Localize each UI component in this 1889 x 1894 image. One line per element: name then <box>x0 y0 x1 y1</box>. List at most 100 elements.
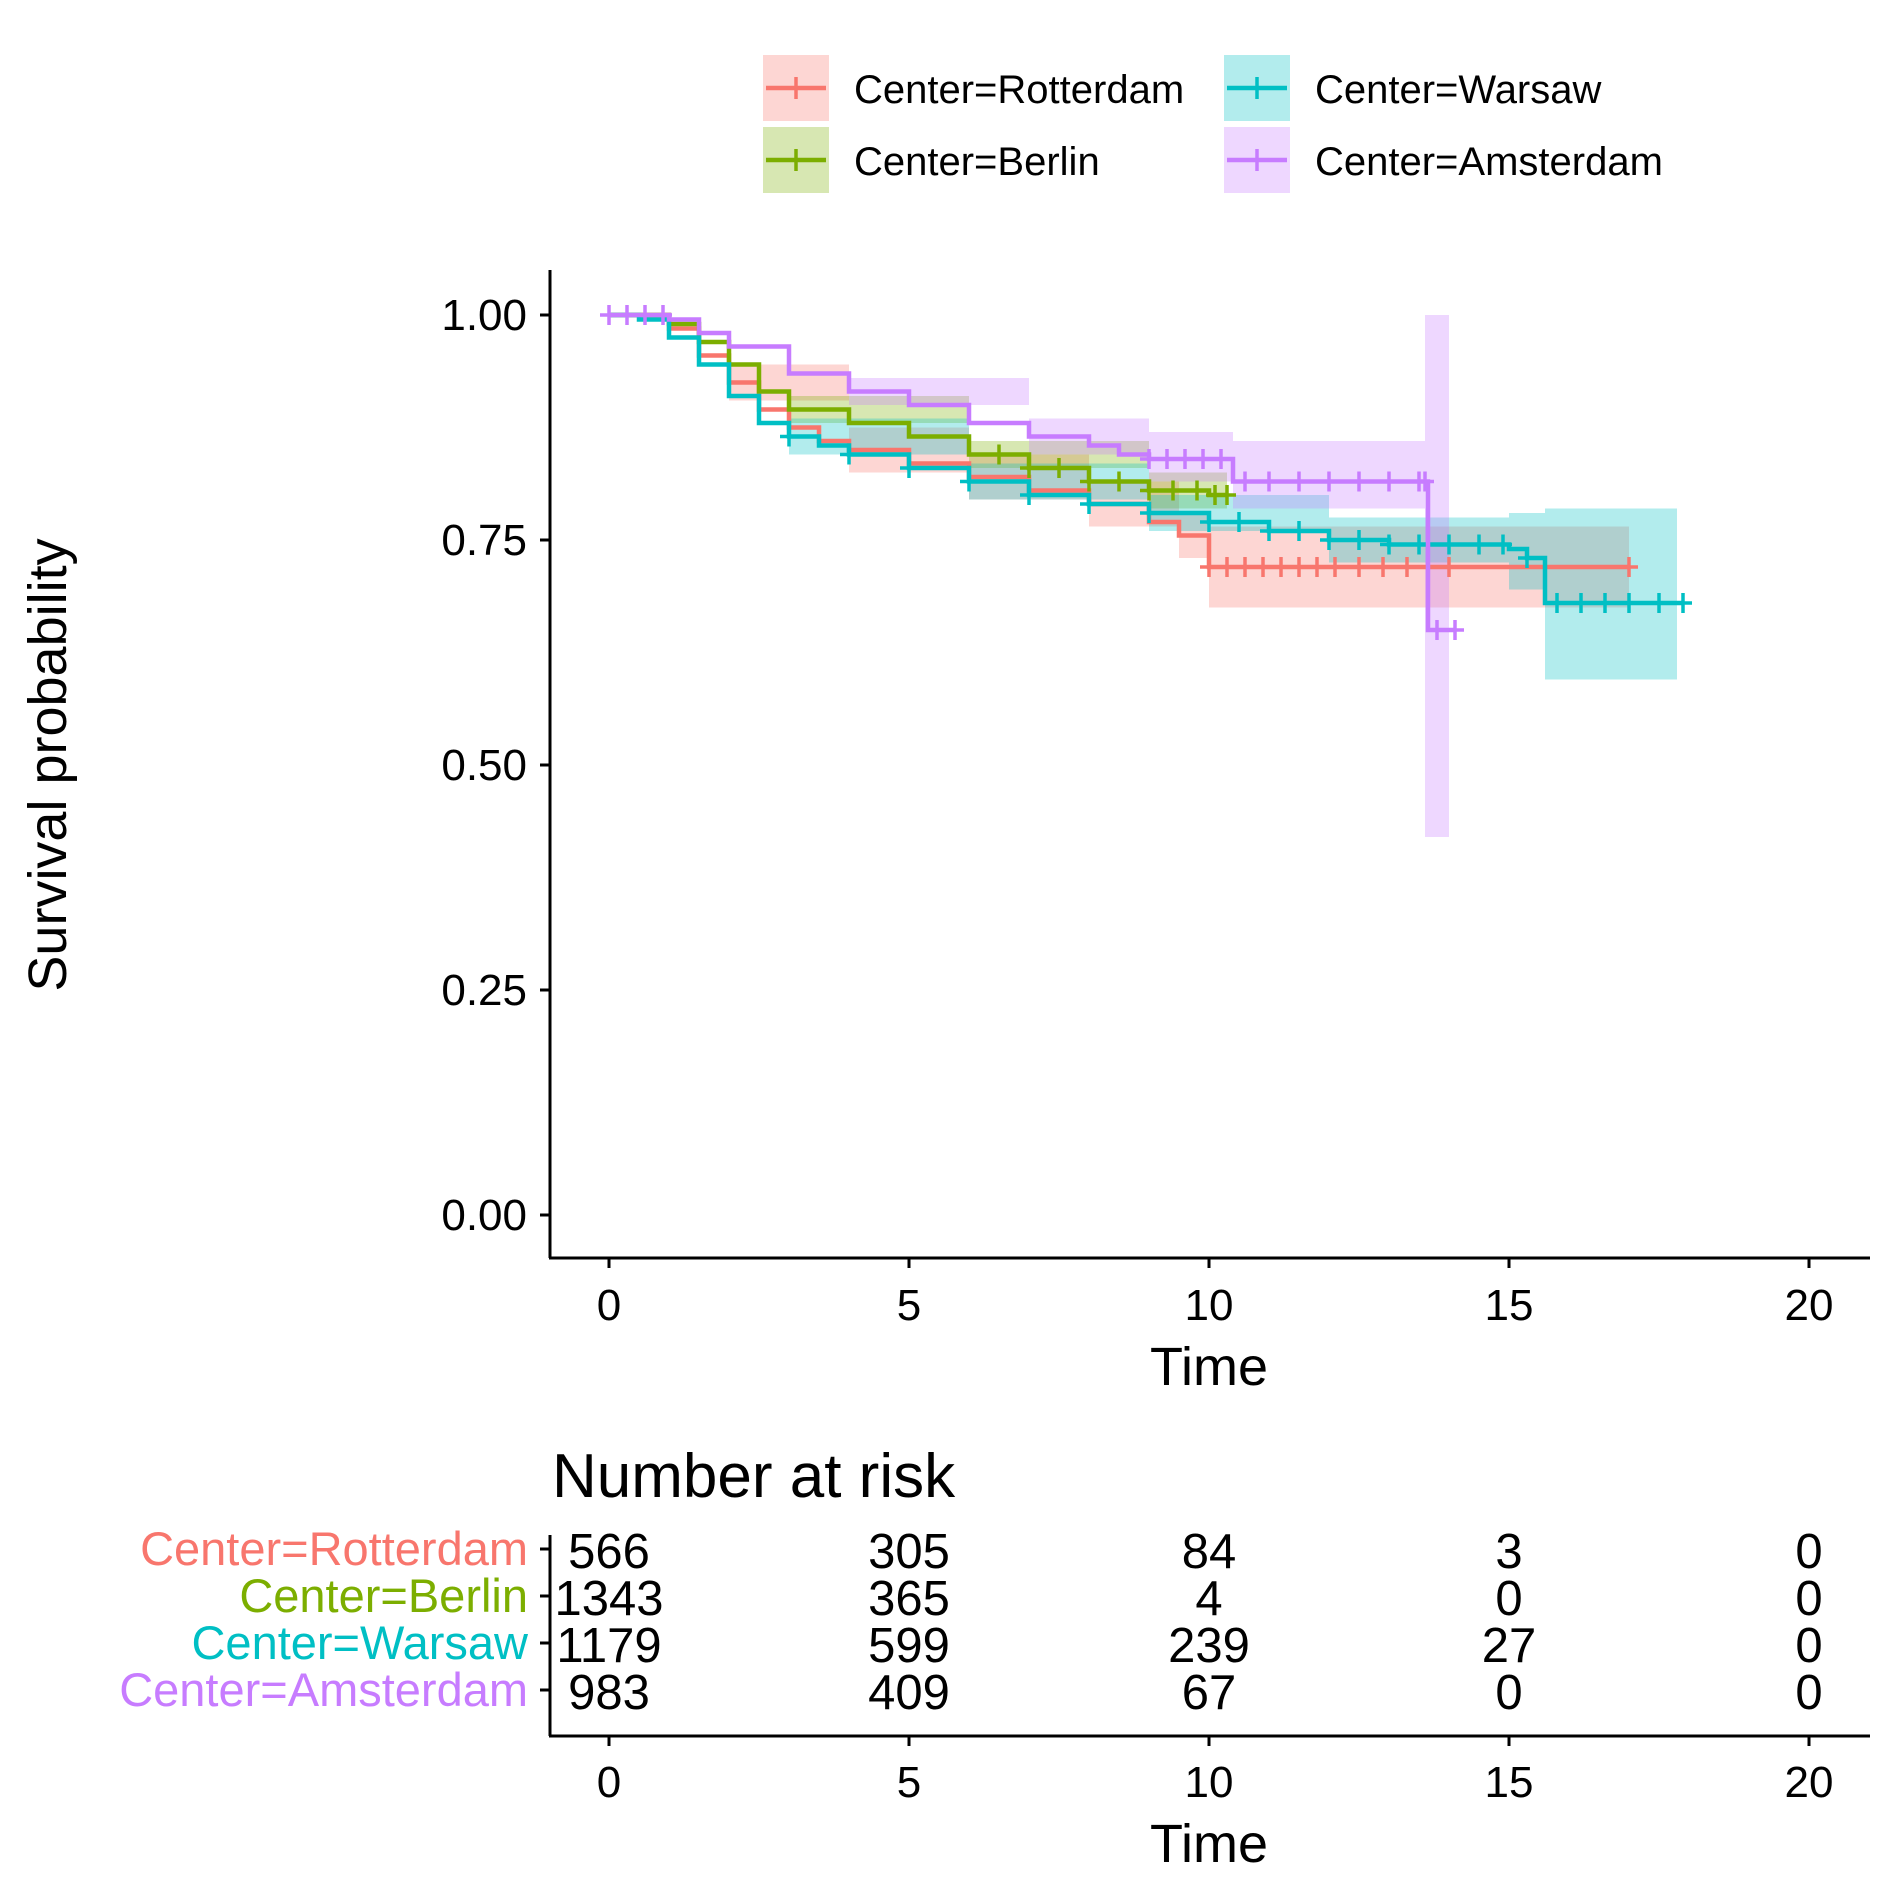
survival-curve-center-amsterdam <box>609 312 1455 633</box>
legend-item-center-warsaw: Center=Warsaw <box>1224 55 1602 121</box>
risk-count: 4 <box>1195 1572 1222 1626</box>
risk-row-center-berlin: Center=Berlin 1343 365 4 0 0 <box>239 1569 1822 1626</box>
censor-mark <box>1140 503 1158 523</box>
censor-mark <box>1110 471 1128 492</box>
risk-count: 67 <box>1182 1666 1237 1720</box>
y-tick-label: 1.00 <box>441 291 527 340</box>
censor-mark <box>1380 534 1398 555</box>
censor-mark <box>1158 449 1176 469</box>
censor-mark <box>990 444 1008 465</box>
censor-mark <box>1572 593 1590 613</box>
censor-mark <box>1428 620 1446 640</box>
censor-mark <box>1194 449 1212 469</box>
risk-x-tick-label: 0 <box>597 1758 621 1807</box>
risk-row-center-amsterdam: Center=Amsterdam 983 409 67 0 0 <box>119 1663 1822 1720</box>
censor-mark <box>1188 480 1206 501</box>
censor-mark <box>1212 449 1230 469</box>
x-tick-label: 20 <box>1785 1281 1834 1330</box>
risk-count: 3 <box>1495 1525 1522 1579</box>
censor-mark <box>1350 557 1368 577</box>
ci-band-center-warsaw <box>609 315 1677 680</box>
censor-mark <box>960 471 978 492</box>
censor-mark <box>1140 449 1158 469</box>
x-tick-label: 15 <box>1485 1281 1534 1330</box>
risk-count: 305 <box>868 1525 950 1579</box>
censor-mark <box>1416 471 1434 492</box>
censor-mark <box>1494 534 1512 555</box>
censor-mark <box>1254 557 1272 577</box>
risk-x-tick-label: 10 <box>1185 1758 1234 1807</box>
censor-mark <box>1290 471 1308 492</box>
legend-label: Center=Berlin <box>854 140 1100 184</box>
risk-x-tick-label: 5 <box>897 1758 921 1807</box>
censor-mark <box>1380 471 1398 492</box>
censor-mark <box>654 305 672 325</box>
risk-row-center-warsaw: Center=Warsaw 1179 599 239 27 0 <box>191 1616 1822 1673</box>
censor-mark <box>1140 480 1158 501</box>
censor-mark <box>1674 593 1692 613</box>
censor-mark <box>1050 458 1068 478</box>
risk-x-tick-label: 20 <box>1785 1758 1834 1807</box>
censor-mark <box>1080 471 1098 492</box>
censor-mark <box>900 458 918 478</box>
censor-mark <box>1236 471 1254 492</box>
censor-mark <box>780 426 798 447</box>
censor-mark <box>636 305 654 325</box>
legend-label: Center=Rotterdam <box>854 68 1184 112</box>
risk-count: 0 <box>1795 1666 1822 1720</box>
censor-mark <box>1470 534 1488 555</box>
censor-mark <box>1176 449 1194 469</box>
censor-mark <box>618 305 636 325</box>
risk-row-label: Center=Warsaw <box>191 1616 529 1669</box>
x-axis-title: Time <box>1150 1337 1268 1397</box>
risk-count: 365 <box>868 1572 950 1626</box>
survival-axes: 0.00 0.25 0.50 0.75 1.00 0 5 10 15 20 Time Survival… <box>18 270 1870 1397</box>
censor-mark <box>1620 557 1638 577</box>
censor-mark <box>1320 471 1338 492</box>
censor-mark <box>1272 557 1290 577</box>
censor-mark <box>1350 530 1368 550</box>
censor-mark <box>1446 620 1464 640</box>
risk-x-tick-label: 15 <box>1485 1758 1534 1807</box>
censor-mark <box>1620 593 1638 613</box>
risk-count: 84 <box>1182 1525 1237 1579</box>
censor-mark <box>1440 557 1458 577</box>
y-tick-label: 0.75 <box>441 516 527 565</box>
legend: Center=Rotterdam Center=Warsaw Center=Berl… <box>763 55 1663 193</box>
risk-count: 1179 <box>556 1619 661 1673</box>
risk-count: 27 <box>1482 1619 1537 1673</box>
risk-count: 566 <box>568 1525 650 1579</box>
censor-mark <box>1650 593 1668 613</box>
risk-count: 983 <box>568 1666 650 1720</box>
x-tick-label: 5 <box>897 1281 921 1330</box>
survival-curves <box>600 305 1692 640</box>
censor-mark <box>1260 471 1278 492</box>
censor-mark <box>1020 485 1038 505</box>
censor-mark <box>1200 557 1218 577</box>
censor-mark <box>1548 593 1566 613</box>
censor-mark <box>1290 521 1308 541</box>
censor-mark <box>840 444 858 465</box>
risk-count: 0 <box>1495 1666 1522 1720</box>
risk-row-center-rotterdam: Center=Rotterdam 566 305 84 3 0 <box>140 1522 1823 1579</box>
censor-mark <box>1236 557 1254 577</box>
ci-band-center-amsterdam <box>609 315 1449 837</box>
censor-mark <box>1440 534 1458 555</box>
censor-mark <box>1218 557 1236 577</box>
censor-mark <box>1326 557 1344 577</box>
risk-x-axis-title: Time <box>1150 1814 1268 1874</box>
risk-count: 0 <box>1795 1572 1822 1626</box>
censor-mark <box>1320 530 1338 550</box>
censor-mark <box>1260 521 1278 541</box>
risk-count: 0 <box>1495 1572 1522 1626</box>
y-tick-label: 0.00 <box>441 1191 527 1240</box>
risk-count: 0 <box>1795 1619 1822 1673</box>
censor-mark <box>1596 593 1614 613</box>
censor-mark <box>1200 512 1218 532</box>
censor-mark <box>1308 557 1326 577</box>
risk-row-label: Center=Berlin <box>239 1569 528 1622</box>
legend-label: Center=Warsaw <box>1315 68 1602 112</box>
